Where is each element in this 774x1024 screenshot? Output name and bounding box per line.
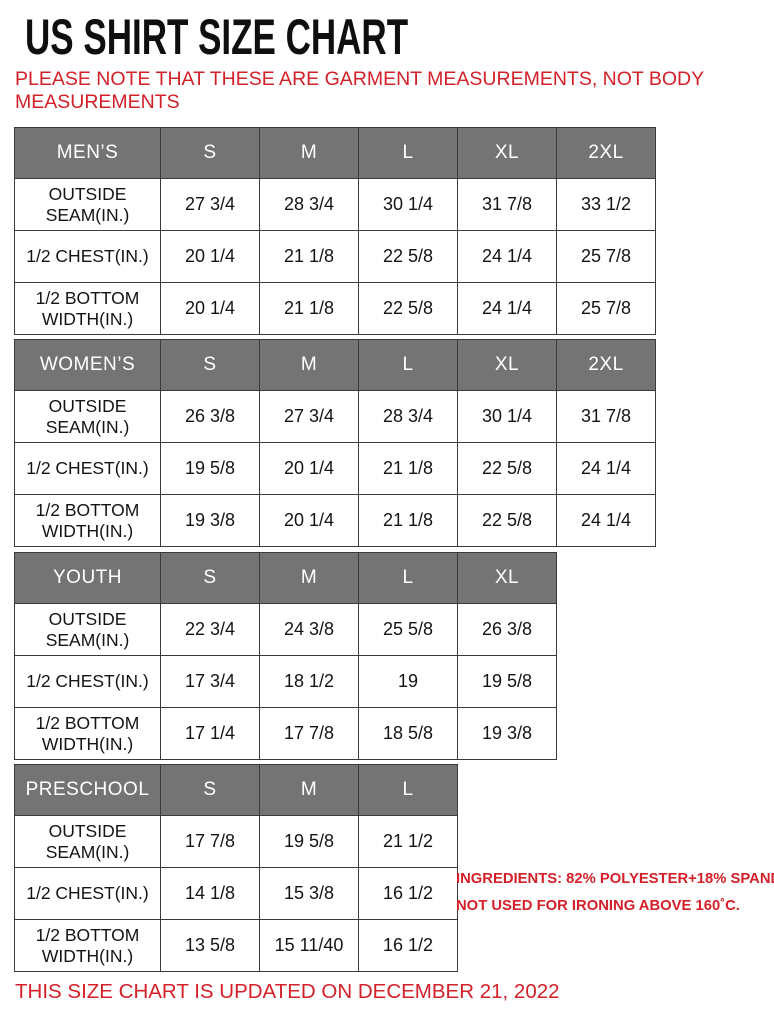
category-header: YOUTH: [14, 552, 161, 604]
page-title: US SHIRT SIZE CHART: [25, 9, 409, 65]
youth-size-table: YOUTH S M L XL OUTSIDE SEAM(IN.) 22 3/4 24 3/8 2…: [14, 552, 557, 760]
measurement-row-label: 1/2 BOTTOM WIDTH(IN.): [14, 494, 161, 547]
measurement-row-label: 1/2 CHEST(IN.): [14, 230, 161, 283]
size-column-header: L: [358, 764, 458, 816]
size-value-cell: 17 7/8: [259, 707, 359, 760]
size-column-header: L: [358, 127, 458, 179]
size-column-header: S: [160, 127, 260, 179]
size-value-cell: 16 1/2: [358, 867, 458, 920]
size-value-cell: 17 1/4: [160, 707, 260, 760]
size-value-cell: 25 5/8: [358, 603, 458, 656]
size-value-cell: 24 3/8: [259, 603, 359, 656]
measurement-row-label: 1/2 BOTTOM WIDTH(IN.): [14, 282, 161, 335]
ironing-warning-line: NOT USED FOR IRONING ABOVE 160˚C.: [456, 898, 740, 915]
size-value-cell: 19 3/8: [457, 707, 557, 760]
ingredients-note: INGREDIENTS: 82% POLYESTER+18% SPANDEX. …: [456, 866, 774, 921]
size-value-cell: 21 1/8: [259, 230, 359, 283]
size-value-cell: 22 5/8: [457, 442, 557, 495]
size-column-header: S: [160, 339, 260, 391]
size-column-header: S: [160, 552, 260, 604]
size-column-header: XL: [457, 552, 557, 604]
size-value-cell: 22 5/8: [457, 494, 557, 547]
size-value-cell: 30 1/4: [358, 178, 458, 231]
size-value-cell: 21 1/2: [358, 815, 458, 868]
size-value-cell: 24 1/4: [556, 442, 656, 495]
size-column-header: M: [259, 552, 359, 604]
measurement-row-label: OUTSIDE SEAM(IN.): [14, 603, 161, 656]
measurement-row-label: 1/2 BOTTOM WIDTH(IN.): [14, 919, 161, 972]
measurement-row-label: 1/2 CHEST(IN.): [14, 867, 161, 920]
ingredients-line1: INGREDIENTS: 82% POLYESTER+18% SPANDEX.: [456, 871, 774, 887]
size-value-cell: 22 5/8: [358, 230, 458, 283]
size-value-cell: 20 1/4: [160, 230, 260, 283]
size-value-cell: 26 3/8: [457, 603, 557, 656]
size-value-cell: 19 5/8: [457, 655, 557, 708]
size-value-cell: 27 3/4: [259, 390, 359, 443]
measurement-row-label: 1/2 CHEST(IN.): [14, 655, 161, 708]
size-value-cell: 22 5/8: [358, 282, 458, 335]
size-column-header: M: [259, 339, 359, 391]
size-value-cell: 28 3/4: [358, 390, 458, 443]
size-value-cell: 21 1/8: [358, 494, 458, 547]
size-value-cell: 25 7/8: [556, 230, 656, 283]
size-value-cell: 26 3/8: [160, 390, 260, 443]
size-value-cell: 19: [358, 655, 458, 708]
size-value-cell: 19 5/8: [160, 442, 260, 495]
measurement-row-label: 1/2 CHEST(IN.): [14, 442, 161, 495]
size-value-cell: 13 5/8: [160, 919, 260, 972]
size-column-header: M: [259, 764, 359, 816]
measurement-row-label: OUTSIDE SEAM(IN.): [14, 178, 161, 231]
measurement-row-label: 1/2 BOTTOM WIDTH(IN.): [14, 707, 161, 760]
size-column-header: 2XL: [556, 127, 656, 179]
size-value-cell: 20 1/4: [259, 442, 359, 495]
size-value-cell: 19 5/8: [259, 815, 359, 868]
size-value-cell: 14 1/8: [160, 867, 260, 920]
size-value-cell: 21 1/8: [358, 442, 458, 495]
size-value-cell: 19 3/8: [160, 494, 260, 547]
size-value-cell: 18 5/8: [358, 707, 458, 760]
size-value-cell: 33 1/2: [556, 178, 656, 231]
size-value-cell: 27 3/4: [160, 178, 260, 231]
size-value-cell: 31 7/8: [556, 390, 656, 443]
category-header: PRESCHOOL: [14, 764, 161, 816]
size-column-header: L: [358, 339, 458, 391]
size-value-cell: 17 3/4: [160, 655, 260, 708]
size-column-header: L: [358, 552, 458, 604]
size-value-cell: 15 11/40: [259, 919, 359, 972]
size-value-cell: 24 1/4: [457, 230, 557, 283]
garment-measurement-note: PLEASE NOTE THAT THESE ARE GARMENT MEASU…: [15, 68, 704, 114]
size-value-cell: 25 7/8: [556, 282, 656, 335]
size-value-cell: 22 3/4: [160, 603, 260, 656]
updated-date-text: THIS SIZE CHART IS UPDATED ON DECEMBER 2…: [15, 980, 560, 1003]
size-value-cell: 31 7/8: [457, 178, 557, 231]
size-value-cell: 20 1/4: [160, 282, 260, 335]
size-column-header: 2XL: [556, 339, 656, 391]
measurement-row-label: OUTSIDE SEAM(IN.): [14, 390, 161, 443]
size-value-cell: 24 1/4: [556, 494, 656, 547]
preschool-size-table: PRESCHOOL S M L OUTSIDE SEAM(IN.) 17 7/8 19 5/…: [14, 764, 458, 972]
size-column-header: XL: [457, 339, 557, 391]
category-header: MEN’S: [14, 127, 161, 179]
category-header: WOMEN’S: [14, 339, 161, 391]
mens-size-table: MEN’S S M L XL 2XL OUTSIDE SEAM(IN.) 27 3/4 28 3…: [14, 127, 656, 335]
size-value-cell: 18 1/2: [259, 655, 359, 708]
size-value-cell: 30 1/4: [457, 390, 557, 443]
size-value-cell: 28 3/4: [259, 178, 359, 231]
size-value-cell: 17 7/8: [160, 815, 260, 868]
size-value-cell: 20 1/4: [259, 494, 359, 547]
size-value-cell: 16 1/2: [358, 919, 458, 972]
size-value-cell: 21 1/8: [259, 282, 359, 335]
womens-size-table: WOMEN’S S M L XL 2XL OUTSIDE SEAM(IN.) 26 3/8 27…: [14, 339, 656, 547]
size-value-cell: 15 3/8: [259, 867, 359, 920]
measurement-row-label: OUTSIDE SEAM(IN.): [14, 815, 161, 868]
size-column-header: XL: [457, 127, 557, 179]
size-column-header: S: [160, 764, 260, 816]
size-column-header: M: [259, 127, 359, 179]
size-value-cell: 24 1/4: [457, 282, 557, 335]
